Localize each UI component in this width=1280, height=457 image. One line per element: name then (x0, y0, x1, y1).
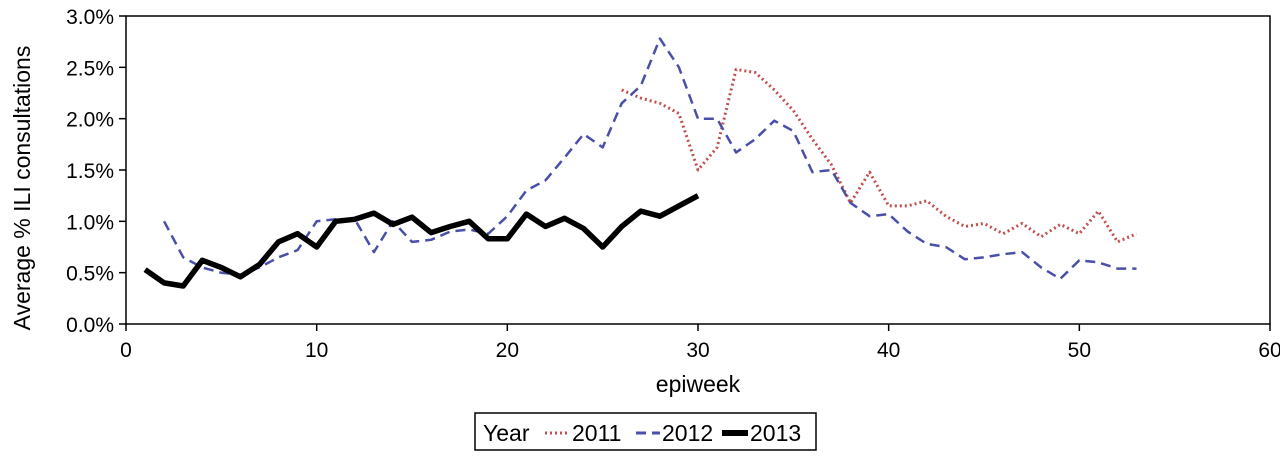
x-tick-label: 60 (1258, 339, 1280, 362)
legend: Year 2011 2012 2013 (474, 412, 817, 451)
legend-label-2011: 2011 (572, 420, 621, 446)
x-tick-label: 30 (686, 339, 709, 362)
y-tick-label: 0.0% (66, 314, 114, 337)
x-tick-label: 40 (877, 339, 900, 362)
y-tick-label: 2.5% (66, 57, 114, 80)
y-axis-label: Average % ILI consultations (9, 46, 35, 331)
plot-area (143, 37, 1138, 289)
legend-label-2012: 2012 (662, 420, 713, 446)
legend-title: Year (483, 420, 530, 446)
y-axis: 0.0% 0.5% 1.0% 1.5% 2.0% 2.5% 3.0% (66, 6, 126, 337)
x-tick-label: 50 (1068, 339, 1091, 362)
x-tick-label: 20 (496, 339, 519, 362)
y-tick-label: 2.0% (66, 109, 114, 132)
x-tick-label: 0 (120, 339, 132, 362)
y-tick-label: 0.5% (66, 263, 114, 286)
y-tick-label: 1.0% (66, 211, 114, 234)
x-tick-label: 10 (305, 339, 328, 362)
x-axis-label: epiweek (656, 371, 741, 397)
series-line-2013 (143, 193, 700, 289)
legend-label-2013: 2013 (750, 420, 801, 446)
series-line-2012 (162, 37, 1137, 281)
x-axis: 0 10 20 30 40 50 60 (120, 324, 1280, 362)
y-tick-label: 1.5% (66, 160, 114, 183)
series-line-2011 (621, 67, 1138, 244)
y-tick-label: 3.0% (66, 6, 114, 29)
